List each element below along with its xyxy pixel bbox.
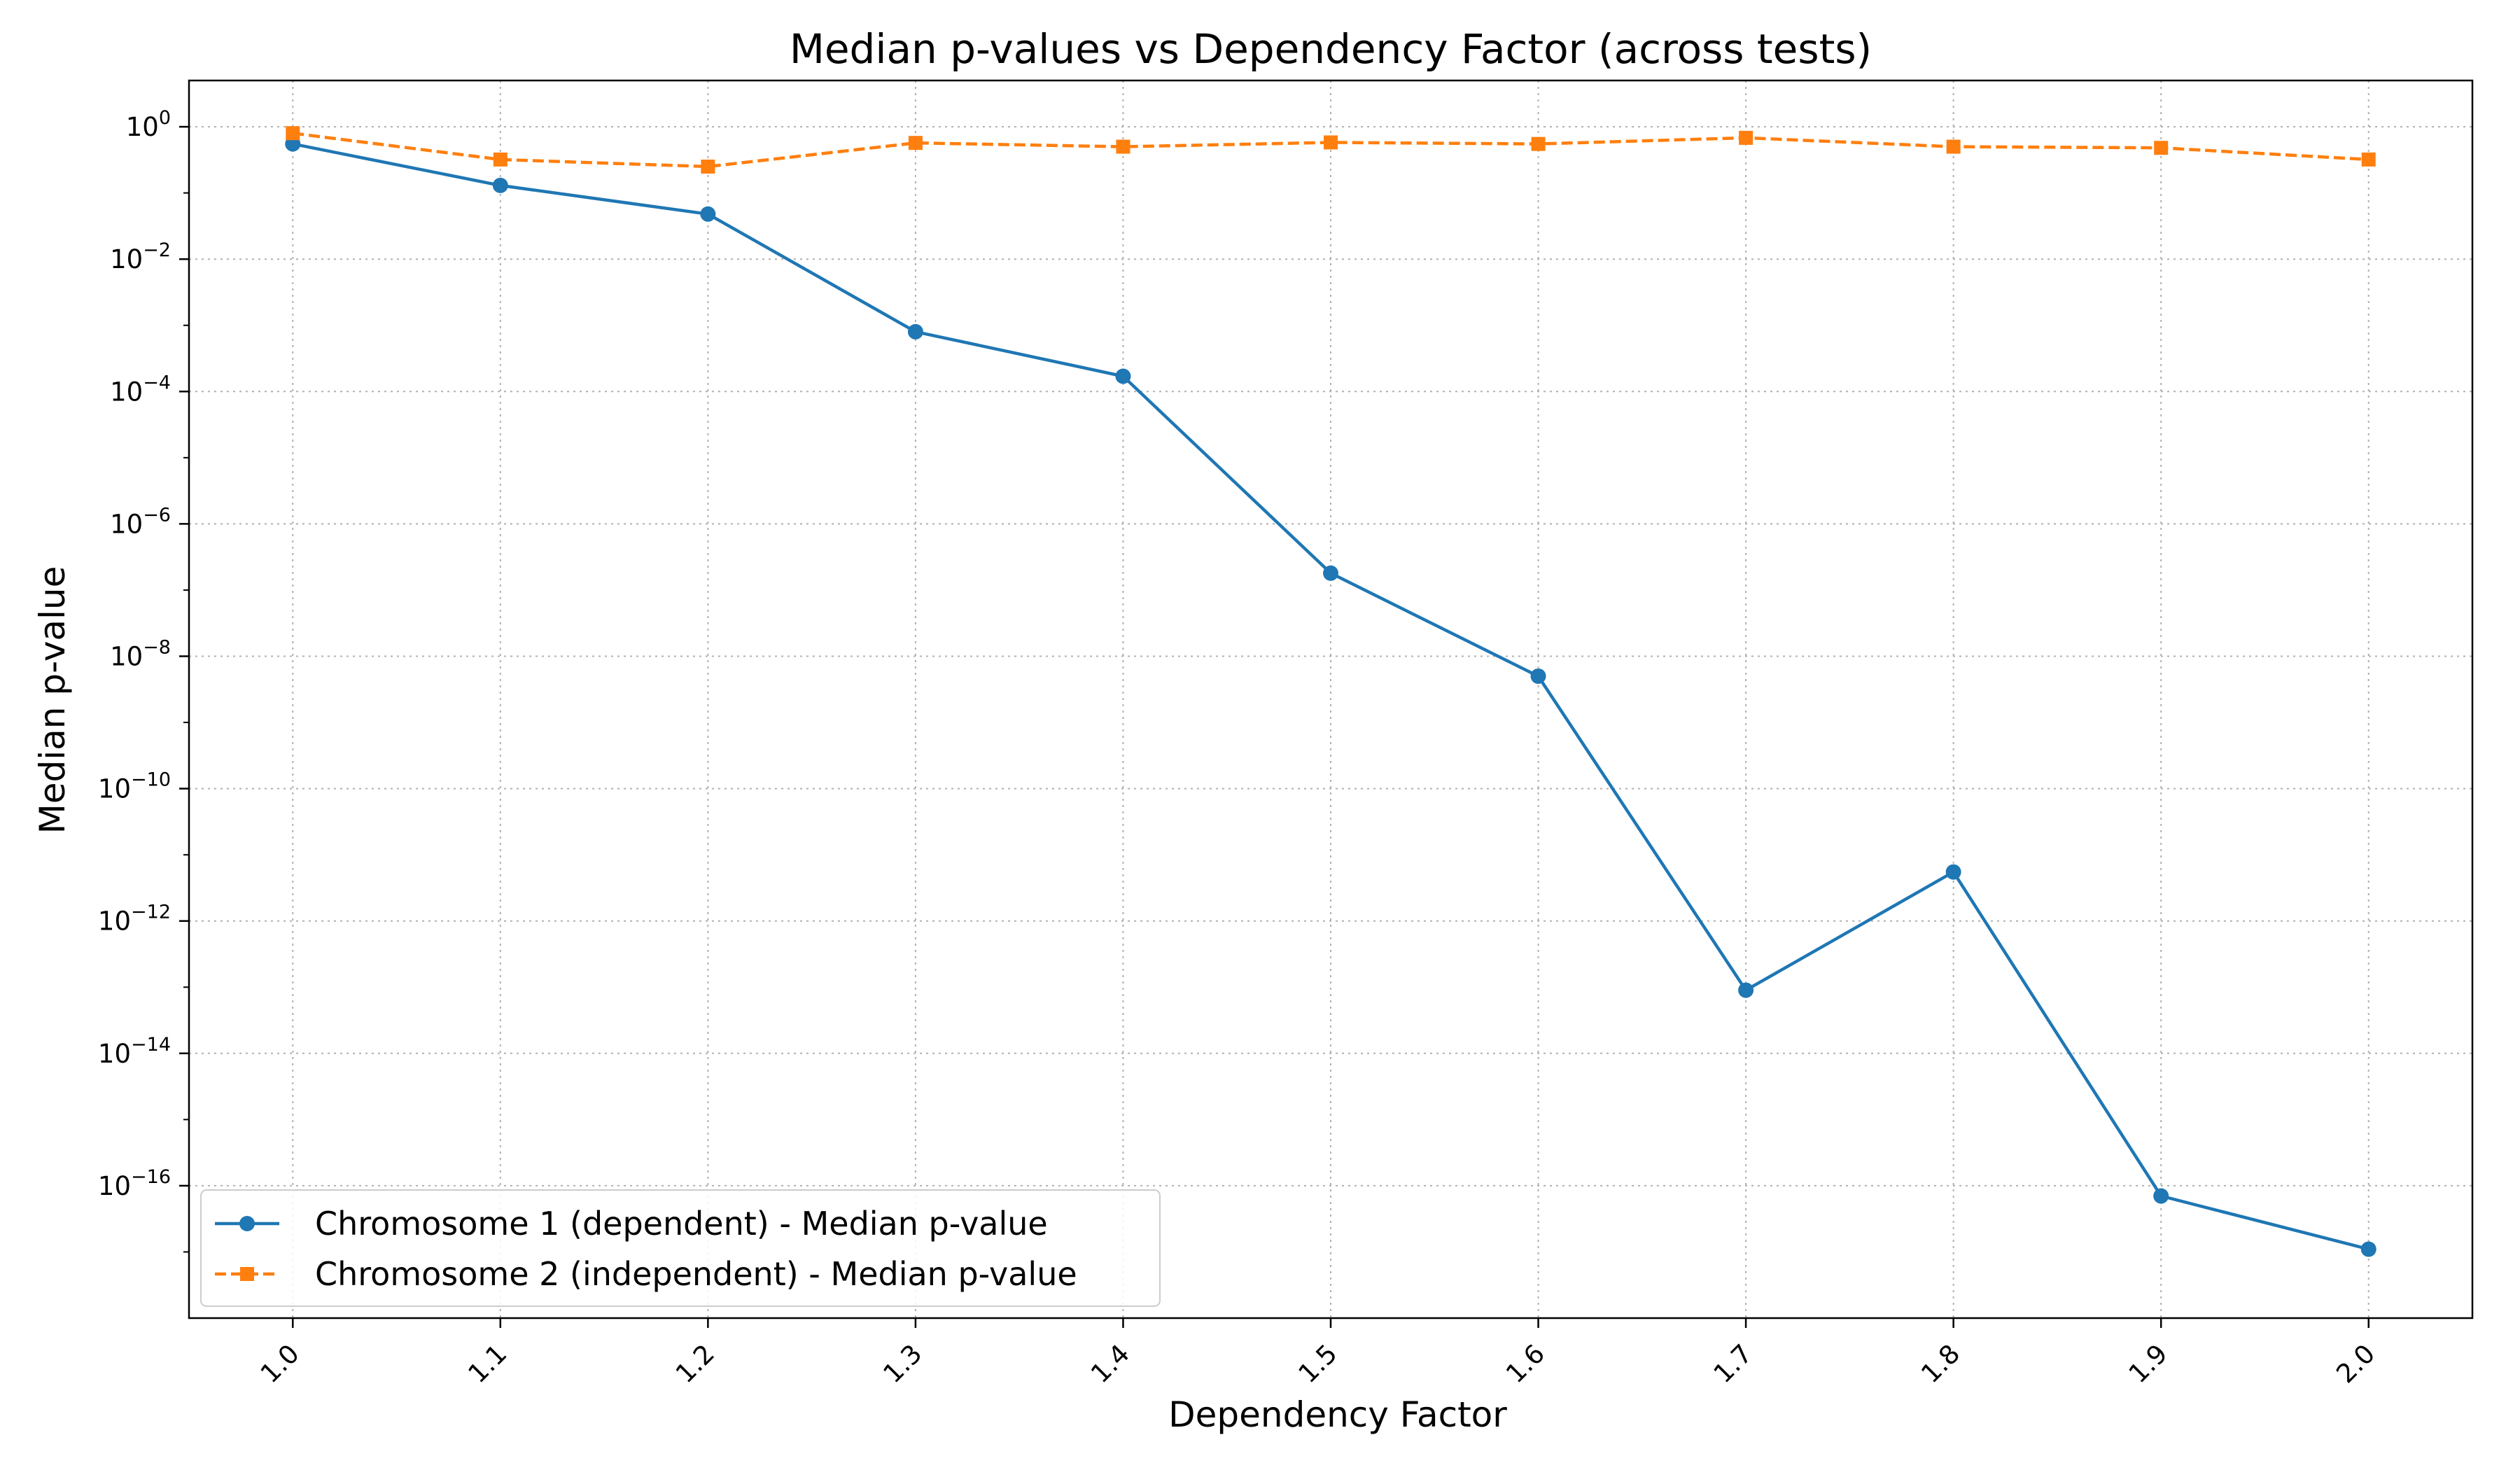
y-tick-label: 10−6 (110, 504, 171, 539)
y-tick-label: 10−4 (110, 372, 171, 407)
chart-title: Median p-values vs Dependency Factor (ac… (790, 25, 1872, 73)
y-tick-label: 10−12 (98, 902, 171, 937)
series-2-point (2154, 141, 2169, 155)
legend: Chromosome 1 (dependent) - Median p-valu… (200, 1189, 1161, 1307)
y-tick-label: 10−10 (98, 769, 171, 804)
y-axis: 100 10−2 10−4 10−6 10−8 10−10 10−12 10−14 10−16 (98, 107, 189, 1253)
legend-label: Chromosome 2 (independent) - Median p-va… (315, 1255, 1077, 1293)
series-1-point (1945, 864, 1961, 880)
x-tick-label: 1.0 (255, 1338, 305, 1389)
series-1-point (2360, 1241, 2376, 1257)
series-layer (285, 126, 2376, 1257)
series-1-point (1115, 368, 1131, 384)
series-2-point (1531, 136, 1546, 151)
legend-label: Chromosome 1 (dependent) - Median p-valu… (315, 1205, 1048, 1242)
series-1-point (1738, 982, 1754, 998)
series-2-point (2361, 152, 2376, 167)
series-2-point (1324, 135, 1338, 150)
series-1-point (1530, 668, 1546, 684)
y-axis-label: Median p-value (32, 566, 73, 834)
x-tick-label: 1.3 (877, 1338, 927, 1389)
x-tick-label: 1.8 (1915, 1338, 1966, 1389)
legend-swatch-marker (239, 1216, 255, 1231)
x-tick-label: 2.0 (2330, 1338, 2381, 1389)
series-2-point (908, 136, 923, 150)
legend-swatch-marker (240, 1267, 254, 1281)
y-tick-label: 100 (126, 107, 171, 142)
legend-box (200, 1189, 1161, 1307)
series-1-point (2153, 1188, 2169, 1204)
y-tick-label: 10−8 (110, 636, 171, 671)
series-2-point (493, 152, 507, 167)
series-2-point (701, 160, 715, 174)
series-2-point (286, 126, 300, 141)
series-1-point (700, 206, 716, 222)
x-tick-label: 1.7 (1708, 1338, 1758, 1389)
series-1-point (1323, 565, 1338, 581)
grid (189, 80, 2472, 1318)
series-2-point (1116, 139, 1130, 154)
x-axis: 1.0 1.1 1.2 1.3 1.4 1.5 1.6 1.7 1.8 1.9 2.0 (255, 1318, 2381, 1389)
x-tick-label: 1.5 (1293, 1338, 1343, 1389)
series-1-point (492, 177, 508, 193)
x-tick-label: 1.1 (462, 1338, 512, 1389)
x-axis-label: Dependency Factor (1168, 1394, 1507, 1435)
series-2-point (1946, 139, 1961, 154)
y-tick-label: 10−16 (98, 1166, 171, 1201)
x-tick-label: 1.4 (1085, 1338, 1135, 1389)
series-1-point (907, 323, 923, 340)
x-tick-label: 1.9 (2123, 1338, 2174, 1389)
x-tick-label: 1.2 (670, 1338, 720, 1389)
series-2-point (1739, 130, 1754, 145)
y-tick-label: 10−2 (110, 239, 171, 274)
x-tick-label: 1.6 (1500, 1338, 1550, 1389)
y-tick-label: 10−14 (98, 1034, 171, 1069)
